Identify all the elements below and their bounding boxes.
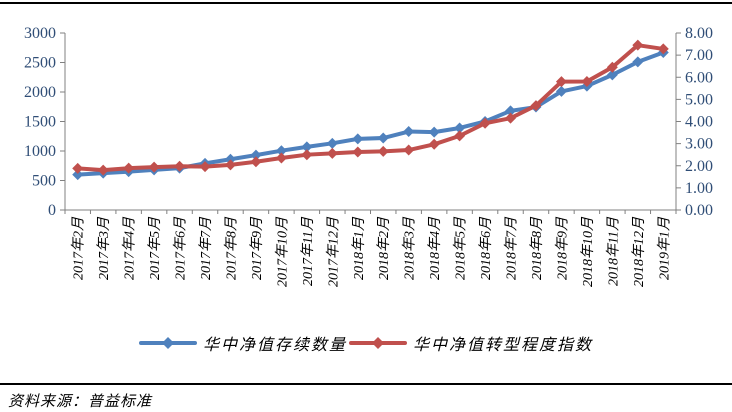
svg-text:2018年10月: 2018年10月 <box>580 216 596 287</box>
svg-text:7.00: 7.00 <box>685 47 713 64</box>
svg-text:2017年3月: 2017年3月 <box>96 216 112 280</box>
source-note: 资料来源：普益标准 <box>8 394 153 410</box>
legend-label: 华中净值存续数量 <box>202 337 347 354</box>
svg-text:3000: 3000 <box>24 25 56 42</box>
svg-text:0: 0 <box>48 202 56 219</box>
svg-text:2019年1月: 2019年1月 <box>656 216 672 280</box>
svg-text:2017年2月: 2017年2月 <box>71 216 87 280</box>
svg-text:8.00: 8.00 <box>685 25 713 42</box>
red-line-diamond-icon <box>349 337 407 349</box>
svg-text:2018年5月: 2018年5月 <box>453 216 469 280</box>
chart-legend: 华中净值存续数量 华中净值转型程度指数 <box>0 330 732 356</box>
svg-text:1.00: 1.00 <box>685 180 713 197</box>
svg-text:2017年6月: 2017年6月 <box>173 216 189 280</box>
blue-line-diamond-icon <box>138 337 197 349</box>
svg-text:2018年6月: 2018年6月 <box>478 216 494 280</box>
svg-text:2018年9月: 2018年9月 <box>554 216 570 280</box>
svg-text:2500: 2500 <box>24 55 56 72</box>
svg-text:2017年10月: 2017年10月 <box>274 216 290 287</box>
chart-area: 0 500 1000 1500 2000 2500 3000 0.00 1.00 2.00 3.00… <box>0 6 732 328</box>
svg-text:2017年12月: 2017年12月 <box>325 216 341 287</box>
svg-text:2.00: 2.00 <box>685 158 713 175</box>
svg-text:2018年7月: 2018年7月 <box>504 216 520 280</box>
svg-text:2018年2月: 2018年2月 <box>376 216 392 280</box>
footer-border-rule <box>0 383 732 385</box>
svg-text:2017年5月: 2017年5月 <box>147 216 163 280</box>
svg-text:1000: 1000 <box>24 143 56 160</box>
legend-item-series-index: 华中净值转型程度指数 <box>349 331 593 355</box>
svg-text:2018年3月: 2018年3月 <box>402 216 418 280</box>
svg-text:2018年11月: 2018年11月 <box>605 216 621 286</box>
svg-text:2018年1月: 2018年1月 <box>351 216 367 280</box>
svg-text:1500: 1500 <box>24 114 56 131</box>
svg-text:6.00: 6.00 <box>685 69 713 86</box>
svg-text:2018年8月: 2018年8月 <box>529 216 545 280</box>
svg-text:500: 500 <box>32 173 56 190</box>
legend-label: 华中净值转型程度指数 <box>413 337 594 354</box>
legend-item-series-count: 华中净值存续数量 <box>138 331 347 355</box>
svg-text:0.00: 0.00 <box>685 202 713 219</box>
svg-text:5.00: 5.00 <box>685 91 713 108</box>
svg-text:2017年8月: 2017年8月 <box>223 216 239 280</box>
svg-text:4.00: 4.00 <box>685 114 713 131</box>
line-chart: 0 500 1000 1500 2000 2500 3000 0.00 1.00 2.00 3.00… <box>24 25 713 287</box>
svg-text:2017年4月: 2017年4月 <box>122 216 138 280</box>
svg-text:2000: 2000 <box>24 84 56 101</box>
svg-text:2018年4月: 2018年4月 <box>427 216 443 280</box>
svg-text:2018年12月: 2018年12月 <box>631 216 647 287</box>
svg-text:3.00: 3.00 <box>685 136 713 153</box>
top-border-rule <box>0 2 732 4</box>
svg-text:2017年9月: 2017年9月 <box>249 216 265 280</box>
svg-text:2017年11月: 2017年11月 <box>300 216 316 286</box>
svg-text:2017年7月: 2017年7月 <box>198 216 214 280</box>
